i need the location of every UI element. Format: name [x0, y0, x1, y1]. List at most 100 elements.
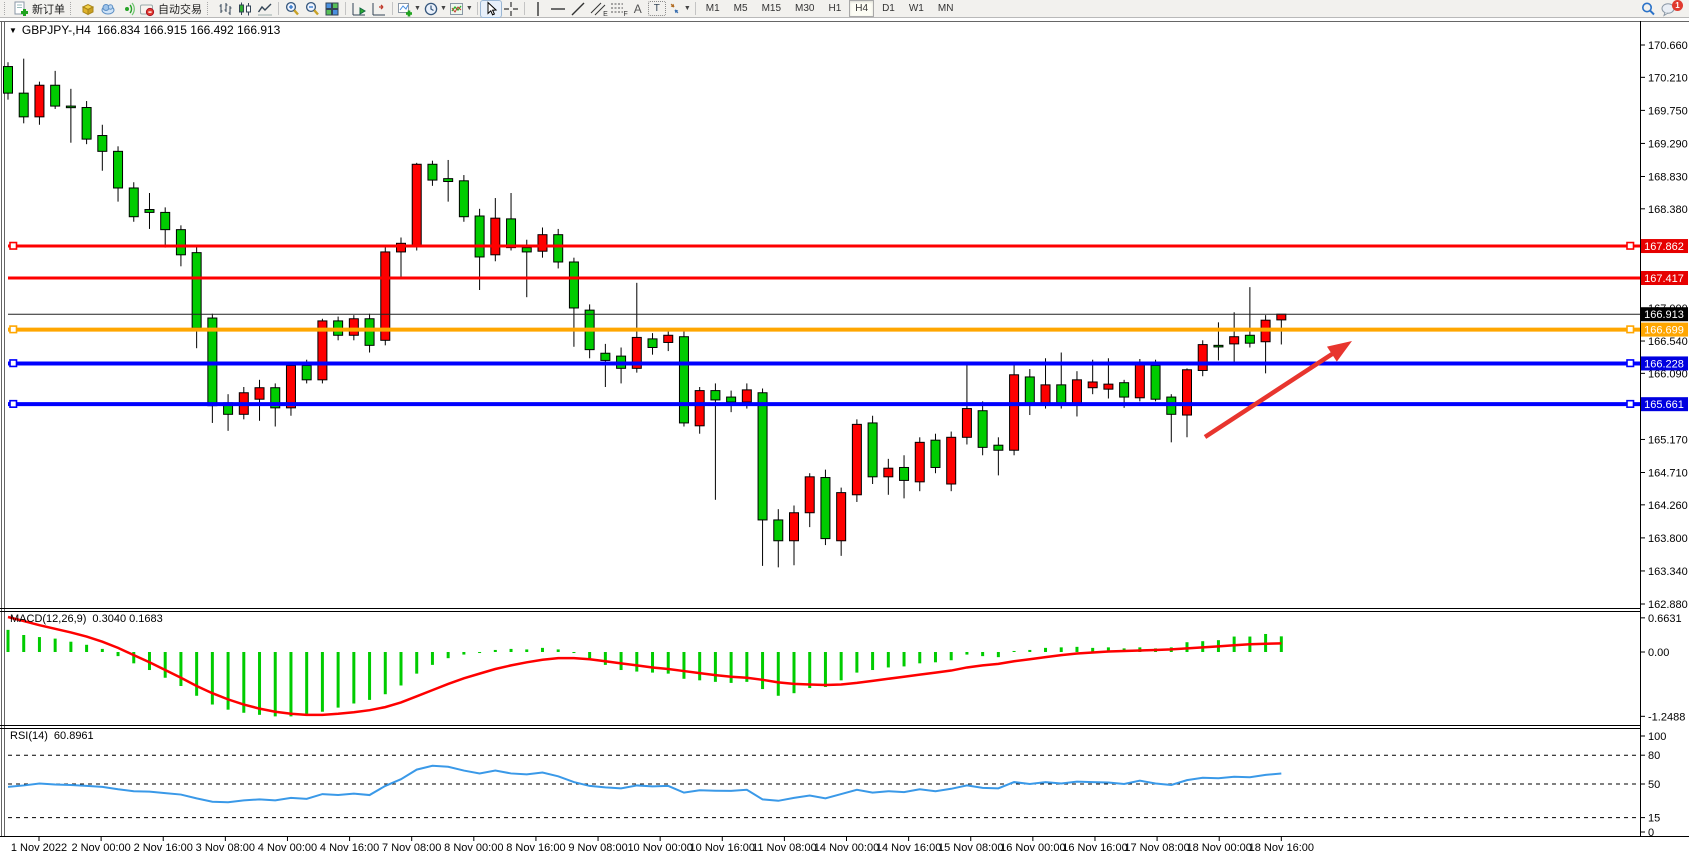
auto-trading-button[interactable]: 自动交易: [138, 1, 203, 17]
market-button[interactable]: [98, 1, 118, 17]
notification-badge: 1: [1672, 0, 1683, 11]
svg-text:10 Nov 00:00: 10 Nov 00:00: [627, 842, 692, 854]
svg-text:167.862: 167.862: [1644, 241, 1684, 253]
svg-text:1 Nov 2022: 1 Nov 2022: [11, 842, 67, 854]
svg-text:166.699: 166.699: [1644, 325, 1684, 337]
timeframe-H4[interactable]: H4: [849, 0, 875, 17]
svg-text:0.00: 0.00: [1648, 647, 1669, 659]
new-order-button[interactable]: 新订单: [12, 1, 66, 17]
horizontal-lines: 167.862 167.417 166.913 166.699 166.228 165.6…: [8, 239, 1688, 412]
svg-text:16 Nov 16:00: 16 Nov 16:00: [1062, 842, 1127, 854]
cursor-tool-button[interactable]: [479, 0, 502, 18]
chart-shift-button[interactable]: [369, 1, 389, 17]
toolbar-grip: [4, 2, 9, 15]
timeframe-M1[interactable]: M1: [705, 3, 720, 14]
chat-button[interactable]: 1: [1658, 0, 1683, 17]
timeframe-M15[interactable]: M15: [761, 3, 782, 14]
svg-text:2 Nov 00:00: 2 Nov 00:00: [71, 842, 130, 854]
tile-windows-button[interactable]: [322, 1, 342, 17]
indicators-button[interactable]: ▼: [396, 1, 422, 17]
svg-text:169.750: 169.750: [1648, 105, 1688, 117]
timeframe-M5[interactable]: M5: [733, 3, 748, 14]
svg-text:2 Nov 16:00: 2 Nov 16:00: [134, 842, 193, 854]
chat-icon: [1661, 2, 1675, 17]
timeframe-W1[interactable]: W1: [908, 3, 924, 14]
cursor-icon: [487, 0, 498, 15]
collapse-triangle-icon[interactable]: ▼: [9, 26, 17, 35]
new-order-label: 新订单: [32, 3, 65, 16]
svg-text:165.661: 165.661: [1644, 399, 1684, 411]
zoom-out-button[interactable]: [302, 1, 322, 17]
svg-text:50: 50: [1648, 779, 1660, 791]
fibonacci-letter: F: [623, 10, 628, 18]
fibonacci-icon: [610, 3, 623, 12]
svg-text:14 Nov 00:00: 14 Nov 00:00: [814, 842, 879, 854]
signals-button[interactable]: [118, 1, 138, 17]
rsi-axis: 100 80 50 15 0: [8, 731, 1666, 839]
zoom-in-button[interactable]: [282, 1, 302, 17]
indicators-caret-icon: ▼: [414, 5, 421, 12]
templates-icon: [449, 2, 463, 15]
candles: [3, 58, 1287, 568]
timeframe-MN[interactable]: MN: [937, 3, 954, 14]
channel-icon: [590, 2, 606, 15]
bar-chart-button[interactable]: [215, 1, 235, 17]
candle-chart-icon: [239, 2, 251, 15]
styles-button[interactable]: [78, 1, 98, 17]
clock-icon: [424, 2, 438, 15]
vline-tool-button[interactable]: [528, 1, 548, 17]
svg-text:4 Nov 16:00: 4 Nov 16:00: [320, 842, 379, 854]
hline-icon: [550, 7, 565, 10]
bar-chart-icon: [219, 2, 232, 15]
styles-icon: [81, 3, 95, 15]
svg-text:170.660: 170.660: [1648, 40, 1688, 52]
label-tool-button[interactable]: T: [647, 1, 666, 16]
search-icon: [1642, 2, 1655, 15]
auto-trading-icon: [140, 4, 155, 16]
symbol-period: GBPJPY-,H4: [21, 23, 91, 37]
search-button[interactable]: [1638, 1, 1658, 17]
periods-button[interactable]: ▼: [422, 1, 448, 17]
candle-chart-button[interactable]: [235, 1, 255, 17]
text-tool-button[interactable]: A: [628, 1, 648, 17]
svg-text:9 Nov 08:00: 9 Nov 08:00: [568, 842, 627, 854]
rsi-value: 60.8961: [53, 730, 94, 742]
chart-title[interactable]: ▼ GBPJPY-,H4 166.834 166.915 166.492 166.9…: [9, 23, 280, 37]
arrows-tool-button[interactable]: ▼: [666, 1, 692, 17]
svg-text:165.170: 165.170: [1648, 434, 1688, 446]
timeframe-D1[interactable]: D1: [882, 3, 895, 14]
line-chart-button[interactable]: [255, 1, 275, 17]
svg-text:14 Nov 16:00: 14 Nov 16:00: [876, 842, 941, 854]
auto-scroll-icon: [352, 2, 366, 15]
svg-text:168.830: 168.830: [1648, 171, 1688, 183]
fibonacci-tool-button[interactable]: F: [608, 1, 628, 18]
macd-values: 0.3040 0.1683: [92, 613, 163, 625]
svg-text:162.880: 162.880: [1648, 599, 1688, 611]
pane-borders: [0, 21, 1689, 837]
svg-text:4 Nov 00:00: 4 Nov 00:00: [258, 842, 317, 854]
rsi-label: RSI(14) 60.8961: [10, 730, 94, 742]
text-tool-letter: A: [633, 1, 642, 16]
timeframe-M30[interactable]: M30: [795, 3, 815, 14]
svg-text:166.090: 166.090: [1648, 368, 1688, 380]
auto-scroll-button[interactable]: [349, 1, 369, 17]
hline-tool-button[interactable]: [548, 1, 568, 17]
macd-axis: 0.6631 0.00 -1.2488: [1640, 613, 1685, 723]
timeframe-group: M1 M5 M15 M30 H1 H4 D1 W1 MN: [699, 0, 961, 17]
channel-tool-button[interactable]: E: [588, 1, 608, 18]
new-order-icon: [14, 1, 28, 16]
svg-text:16 Nov 00:00: 16 Nov 00:00: [1000, 842, 1065, 854]
svg-text:8 Nov 00:00: 8 Nov 00:00: [444, 842, 503, 854]
channel-letter: E: [603, 10, 608, 18]
crosshair-tool-button[interactable]: [501, 1, 521, 17]
trendline-tool-button[interactable]: [568, 1, 588, 17]
svg-text:0.6631: 0.6631: [1648, 613, 1682, 625]
vline-icon: [537, 1, 539, 16]
signals-icon: [125, 2, 135, 15]
svg-text:80: 80: [1648, 750, 1660, 762]
templates-button[interactable]: ▼: [448, 1, 474, 17]
timeframe-H1[interactable]: H1: [828, 3, 842, 14]
svg-text:18 Nov 16:00: 18 Nov 16:00: [1249, 842, 1314, 854]
